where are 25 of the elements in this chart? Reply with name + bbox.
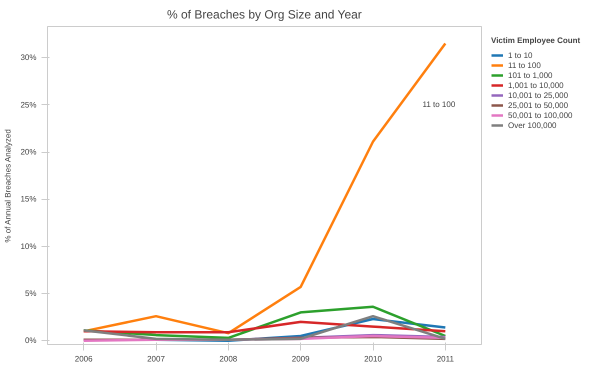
legend-label: 25,001 to 50,000: [508, 100, 568, 110]
x-tick-label: 2009: [292, 354, 310, 364]
y-tick-label: 0%: [24, 336, 36, 346]
legend-title: Victim Employee Count: [491, 36, 580, 45]
annotation: 11 to 100: [422, 100, 456, 109]
y-tick-label: 30%: [20, 53, 37, 62]
y-tick-label: 5%: [24, 289, 36, 298]
legend-label: 1 to 10: [508, 50, 532, 60]
legend-label: Over 100,000: [508, 120, 556, 130]
y-tick-label: 20%: [20, 148, 37, 156]
legend-label: 10,001 to 25,000: [508, 90, 568, 100]
y-axis-title: % of Annual Breaches Analyzed: [3, 129, 12, 243]
x-tick-label: 2011: [436, 354, 454, 364]
legend-label: 101 to 1,000: [508, 70, 552, 80]
y-tick-label: 10%: [20, 242, 37, 251]
x-tick-label: 2007: [147, 354, 166, 364]
legend-label: 50,001 to 100,000: [508, 110, 573, 120]
y-tick-label: 25%: [20, 100, 37, 110]
y-tick-label: 15%: [20, 194, 37, 204]
legend-label: 1,001 to 10,000: [508, 80, 564, 90]
x-tick-label: 2010: [364, 354, 382, 364]
chart-title: % of Breaches by Org Size and Year: [167, 8, 362, 22]
x-tick-label: 2008: [219, 354, 238, 364]
legend-label: 11 to 100: [508, 60, 541, 70]
x-tick-label: 2006: [74, 354, 94, 364]
